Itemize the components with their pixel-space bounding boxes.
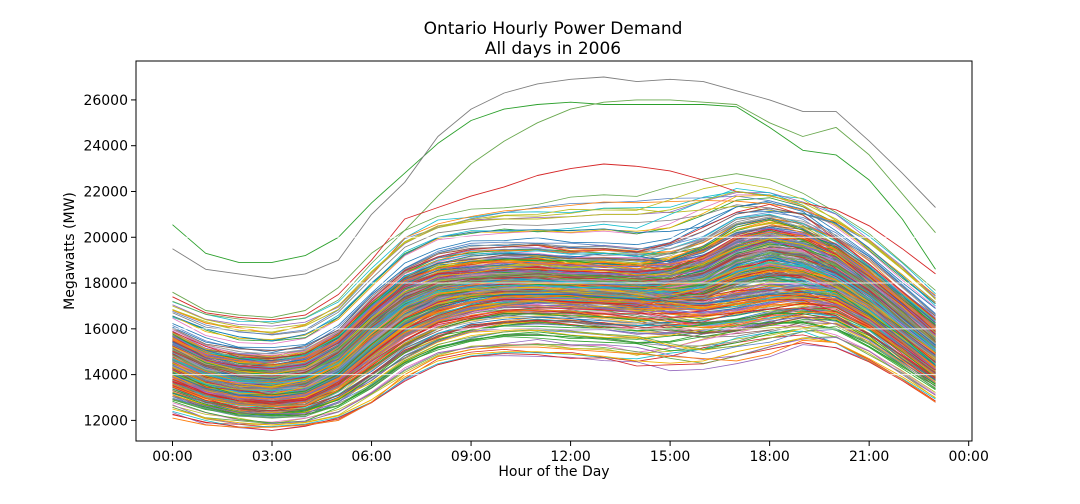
- series-line-315: [172, 302, 936, 404]
- series-line-303: [172, 239, 936, 377]
- y-tick-label-5: 22000: [83, 184, 128, 200]
- x-tick-label-0: 00:00: [152, 449, 192, 465]
- series-line-24: [172, 328, 936, 426]
- chart-subtitle: All days in 2006: [485, 39, 621, 59]
- series-line-328: [172, 288, 936, 395]
- series-line-348: [172, 298, 936, 399]
- series-line-280: [172, 173, 936, 324]
- chart-title: Ontario Hourly Power Demand: [424, 19, 683, 39]
- series-line-345: [172, 312, 936, 415]
- series-line-336: [172, 267, 936, 390]
- x-axis-title: Hour of the Day: [498, 464, 609, 480]
- series-line-358: [172, 216, 936, 355]
- series-line-320: [172, 203, 936, 360]
- plot-frame: [135, 60, 973, 442]
- series-line-246: [172, 222, 936, 358]
- series-line-13: [172, 194, 936, 345]
- series-line-254: [172, 225, 936, 359]
- series-line-244: [172, 230, 936, 356]
- series-line-325: [172, 319, 936, 416]
- y-tick-label-0: 12000: [83, 413, 128, 429]
- series-line-347: [172, 231, 936, 366]
- series-line-323: [172, 207, 936, 352]
- series-line-338: [172, 265, 936, 389]
- series-line-337: [172, 285, 936, 390]
- series-line-353: [172, 101, 936, 270]
- series-line-179: [172, 330, 936, 428]
- x-tick-label-6: 18:00: [749, 449, 789, 465]
- series-line-364: [172, 339, 936, 428]
- series-line-237: [172, 194, 936, 340]
- series-line-361: [172, 291, 936, 398]
- y-tick-label-7: 26000: [83, 93, 128, 109]
- x-tick-label-3: 09:00: [451, 449, 491, 465]
- series-line-205: [172, 231, 936, 371]
- y-axis-title: Megawatts (MW): [62, 192, 78, 310]
- series-line-354: [172, 76, 936, 279]
- series-line-324: [172, 309, 936, 408]
- y-tick-label-3: 18000: [83, 276, 128, 292]
- series-line-363: [172, 337, 936, 426]
- series-line-311: [172, 211, 936, 342]
- series-line-291: [172, 299, 936, 412]
- series-line-357: [172, 191, 936, 330]
- series-line-306: [172, 213, 936, 363]
- x-tick-label-8: 00:00: [949, 449, 989, 465]
- series-line-316: [172, 262, 936, 383]
- series-line-326: [172, 182, 936, 334]
- y-tick-label-4: 20000: [83, 230, 128, 246]
- series-line-340: [172, 271, 936, 390]
- series-line-349: [172, 238, 936, 375]
- y-tick-label-2: 16000: [83, 322, 128, 338]
- series-line-287: [172, 290, 936, 394]
- series-line-144: [172, 208, 936, 354]
- y-tick-label-1: 14000: [83, 368, 128, 384]
- series-line-312: [172, 260, 936, 383]
- series-line-285: [172, 200, 936, 334]
- series-line-318: [172, 252, 936, 379]
- x-tick-label-2: 06:00: [351, 449, 391, 465]
- series-line-355: [172, 99, 936, 318]
- x-tick-label-5: 15:00: [650, 449, 690, 465]
- x-axis: 00:00 03:00 06:00 09:00 12:00 15:00 18:00 21:00…: [152, 441, 989, 465]
- x-tick-label-1: 03:00: [252, 449, 292, 465]
- series-line-339: [172, 246, 936, 374]
- series-line-249: [172, 311, 936, 409]
- x-tick-label-7: 21:00: [849, 449, 889, 465]
- series-line-149: [172, 195, 936, 335]
- series-line-350: [172, 325, 936, 419]
- series-line-91: [172, 211, 936, 351]
- series-line-360: [172, 261, 936, 385]
- series-line-200: [172, 342, 936, 431]
- series-line-317: [172, 228, 936, 364]
- y-axis: 12000 14000 16000 18000 20000 22000 24000 26000: [83, 93, 136, 429]
- series-line-330: [172, 293, 936, 400]
- series-line-359: [172, 241, 936, 371]
- white-gap-lines: [169, 236, 939, 376]
- x-tick-label-4: 12:00: [550, 449, 590, 465]
- series-line-362: [172, 316, 936, 412]
- y-tick-label-6: 24000: [83, 139, 128, 155]
- series-line-273: [172, 219, 936, 359]
- series-line-356: [172, 163, 936, 321]
